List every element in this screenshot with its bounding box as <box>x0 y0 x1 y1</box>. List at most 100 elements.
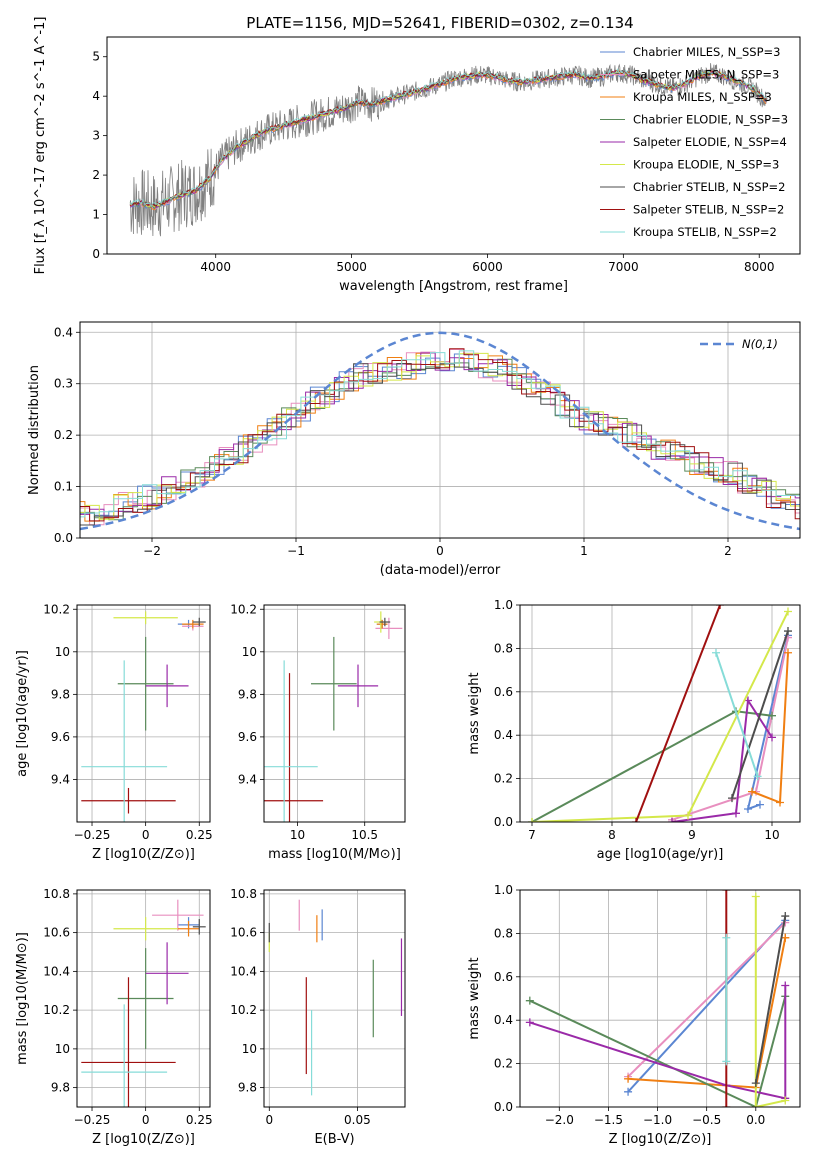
x-tick-label: 8000 <box>744 260 775 274</box>
y-tick-label: 10.6 <box>230 926 257 940</box>
legend-entry: Chabrier STELIB, N_SSP=2 <box>633 180 785 194</box>
spectrum-plot <box>129 63 768 237</box>
figure-title: PLATE=1156, MJD=52641, FIBERID=0302, z=0… <box>246 14 633 32</box>
weight-series-line <box>531 611 789 822</box>
model-spectrum-line <box>129 68 767 208</box>
y-tick-label: 10.6 <box>43 926 70 940</box>
y-axis-label: Normed distribution <box>27 365 42 495</box>
errorbar-points <box>264 611 403 822</box>
weight-point-marker <box>528 818 536 822</box>
residual-histogram <box>80 350 800 518</box>
residual-histogram <box>80 348 800 522</box>
legend-entry: Chabrier ELODIE, N_SSP=3 <box>633 113 788 127</box>
x-tick-label: 0 <box>142 828 150 842</box>
y-tick-label: 10 <box>242 1042 257 1056</box>
panel-spectrum: 4000 5000 6000 7000 8000 0 1 2 3 4 5 wavelength [An… <box>33 17 801 294</box>
axes-frame <box>76 889 211 1108</box>
panel-age-vs-mass: 10 10.5 9.4 9.6 9.8 10 10.2 mass [log10(M/M⊙)] <box>230 602 406 862</box>
x-tick-label: 0.0 <box>746 1113 765 1127</box>
model-spectrum-line <box>129 69 767 208</box>
weight-point-marker <box>751 892 760 901</box>
x-axis-label: mass [log10(M/M⊙)] <box>268 847 401 862</box>
weight-point-marker <box>781 933 790 942</box>
weight-lines <box>525 890 790 1107</box>
weight-point-marker <box>781 912 790 921</box>
weight-point-marker <box>753 772 762 781</box>
axes-frame <box>519 889 801 1108</box>
legend-entry: Kroupa MILES, N_SSP=3 <box>633 90 772 104</box>
y-tick-label: 0.8 <box>494 641 513 655</box>
axes-frame <box>106 36 801 255</box>
y-tick-label: 0.4 <box>494 728 513 742</box>
panel-weight-vs-Z: −2.0 −1.5 −1.0 −0.5 0.0 0.0 0.2 0.4 0.6 0.8 1.0 Z [… <box>467 883 801 1147</box>
weight-point-marker <box>728 794 736 803</box>
y-tick-label: 10.2 <box>43 1003 70 1017</box>
legend-entry: Salpeter STELIB, N_SSP=2 <box>633 203 784 217</box>
y-tick-label: 1.0 <box>494 883 513 897</box>
x-axis-label: wavelength [Angstrom, rest frame] <box>339 279 568 294</box>
weight-series-line <box>715 652 759 777</box>
x-tick-label: −1 <box>287 544 305 558</box>
x-axis-label: age [log10(age/yr)] <box>597 847 724 862</box>
y-tick-label: 9.8 <box>238 1081 257 1095</box>
x-tick-label: 2 <box>724 544 732 558</box>
y-axis-label: age [log10(age/yr)] <box>15 650 30 777</box>
x-axis-label: E(B-V) <box>314 1132 354 1147</box>
weight-series-line <box>627 921 787 1078</box>
x-tick-label: 6000 <box>472 260 503 274</box>
y-tick-label: 10.8 <box>43 887 70 901</box>
x-tick-label: 4000 <box>200 260 231 274</box>
x-tick-label: 9 <box>688 828 696 842</box>
legend-entry: Kroupa ELODIE, N_SSP=3 <box>633 158 779 172</box>
y-axis-label: mass [log10(M/M⊙)] <box>15 932 30 1065</box>
weight-point-marker <box>744 804 752 813</box>
y-tick-label: 0.4 <box>494 1013 513 1027</box>
weight-point-marker <box>748 787 756 796</box>
gaussian-curve <box>80 331 800 531</box>
y-tick-label: 9.8 <box>51 1081 70 1095</box>
weight-point-marker <box>722 890 731 894</box>
y-tick-label: 0.6 <box>494 970 513 984</box>
weight-point-marker <box>776 798 784 807</box>
legend-entry: Salpeter MILES, N_SSP=3 <box>633 68 779 82</box>
errorbar-points <box>268 899 403 1096</box>
weight-point-marker <box>756 800 764 809</box>
weight-point-marker <box>784 648 792 657</box>
x-tick-label: 7 <box>528 828 536 842</box>
y-tick-label: 9.4 <box>51 772 70 786</box>
y-tick-label: 0.2 <box>54 428 73 442</box>
weight-point-marker <box>781 981 790 990</box>
x-tick-label: 0.25 <box>186 828 213 842</box>
weight-point-marker <box>722 1057 731 1066</box>
y-tick-label: 10.8 <box>230 887 257 901</box>
y-tick-label: 0.2 <box>494 1057 513 1071</box>
x-tick-label: 10.5 <box>351 828 378 842</box>
weight-point-marker <box>525 1018 534 1027</box>
y-tick-label: 0 <box>92 247 100 261</box>
weight-point-marker <box>722 1103 731 1107</box>
y-tick-label: 3 <box>92 129 100 143</box>
legend-entry: Salpeter ELODIE, N_SSP=4 <box>633 135 787 149</box>
weight-point-marker <box>712 648 720 657</box>
x-tick-label: −0.5 <box>692 1113 721 1127</box>
weight-series-line <box>754 896 786 1107</box>
y-tick-label: 9.4 <box>238 772 257 786</box>
weight-point-marker <box>525 996 534 1005</box>
weight-point-marker <box>624 1074 633 1083</box>
weight-point-marker <box>624 1087 633 1096</box>
y-tick-label: 1.0 <box>494 598 513 612</box>
weight-point-marker <box>632 818 640 822</box>
x-tick-label: −2.0 <box>545 1113 574 1127</box>
weight-series-line <box>635 605 721 822</box>
x-tick-label: 10 <box>764 828 779 842</box>
x-tick-label: −0.25 <box>74 1113 111 1127</box>
panel-mass-vs-EBV: 0 0.05 9.8 10 10.2 10.4 10.6 10.8 E(B-V) <box>230 887 406 1147</box>
x-axis-label: Z [log10(Z/Z⊙)] <box>609 1132 712 1147</box>
axes-frame <box>519 604 801 823</box>
weight-point-marker <box>732 809 740 818</box>
y-tick-label: 0.4 <box>54 325 73 339</box>
y-tick-label: 0.8 <box>494 926 513 940</box>
x-axis-label: Z [log10(Z/Z⊙)] <box>92 847 195 862</box>
y-tick-label: 0.6 <box>494 685 513 699</box>
